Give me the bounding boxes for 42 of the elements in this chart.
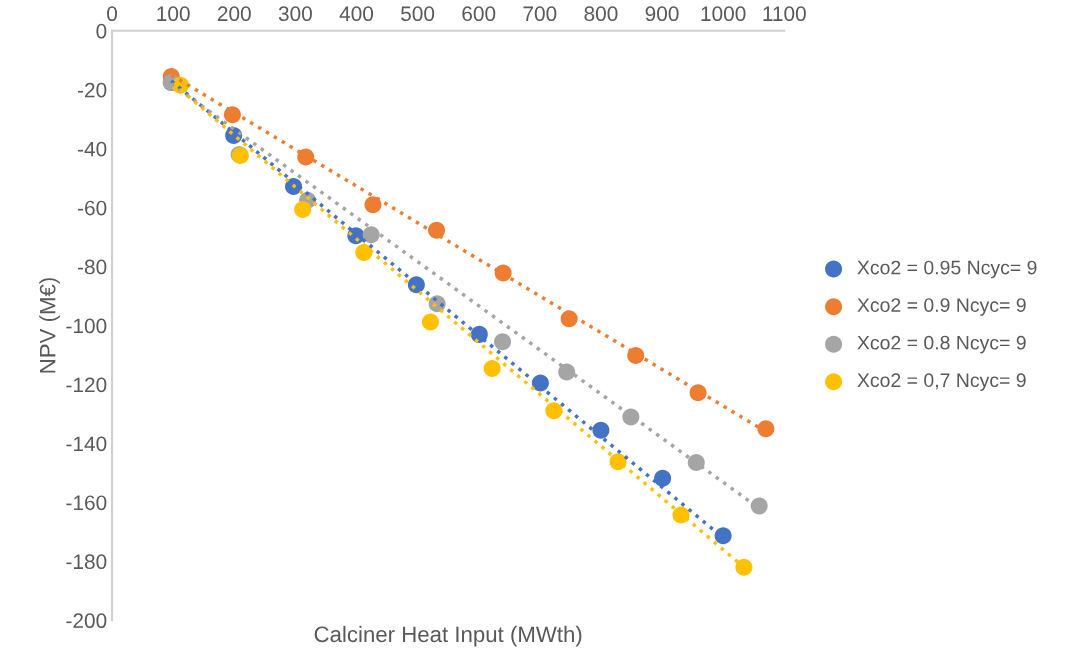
y-tick-label: -200	[66, 613, 107, 629]
y-tick-label: -100	[66, 318, 107, 334]
x-tick-label: 900	[645, 6, 679, 22]
y-tick-label: -20	[77, 82, 107, 98]
legend-label: Xco2 = 0.9 Ncyc= 9	[857, 298, 1026, 316]
x-tick-label: 300	[278, 6, 312, 22]
y-tick-label: -40	[77, 141, 107, 157]
point	[558, 363, 576, 381]
y-tick-label: -140	[66, 436, 107, 452]
x-tick-label: 400	[339, 6, 374, 22]
x-tick-label: 600	[462, 6, 496, 22]
x-tick-label: 0	[107, 6, 118, 22]
point	[294, 200, 312, 218]
x-tick-label: 500	[401, 6, 435, 22]
x-tick-label: 200	[217, 6, 251, 22]
point	[483, 360, 501, 378]
legend-label: Xco2 = 0.8 Ncyc= 9	[857, 335, 1026, 354]
x-axis-title: Calciner Heat Input (MWth)	[314, 625, 582, 647]
point	[494, 333, 512, 351]
y-tick-label: 0	[96, 23, 107, 39]
point	[750, 497, 768, 515]
point	[735, 558, 753, 576]
y-axis-title: NPV (M€)	[39, 278, 60, 373]
y-tick-label: -120	[66, 377, 107, 393]
point	[757, 420, 775, 438]
y-tick-label: -60	[77, 200, 107, 216]
x-tick-label: 700	[523, 6, 557, 22]
x-tick-label: 800	[584, 6, 618, 22]
legend-label: Xco2 = 0.95 Ncyc= 9	[857, 260, 1037, 279]
y-tick-label: -80	[77, 259, 107, 275]
y-tick-label: -160	[66, 495, 107, 511]
legend-label: Xco2 = 0,7 Ncyc= 9	[857, 373, 1026, 391]
point	[362, 226, 380, 244]
x-tick-label: 1000	[701, 6, 746, 22]
x-tick-label: 1100	[763, 6, 806, 22]
point	[364, 196, 382, 214]
y-tick-label: -180	[66, 554, 107, 570]
point	[714, 527, 732, 545]
x-tick-label: 100	[157, 6, 190, 22]
point	[592, 421, 610, 439]
point	[421, 313, 439, 331]
point	[654, 469, 672, 487]
